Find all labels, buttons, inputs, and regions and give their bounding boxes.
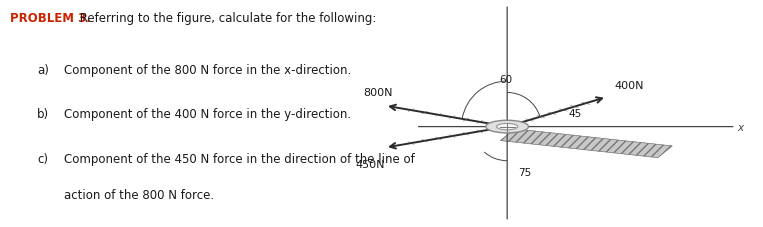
Text: x: x: [737, 122, 743, 132]
Text: 60: 60: [500, 75, 513, 85]
Text: c): c): [37, 152, 48, 165]
Text: a): a): [37, 64, 49, 77]
Circle shape: [486, 121, 529, 133]
Text: Component of the 450 N force in the direction of the line of: Component of the 450 N force in the dire…: [64, 152, 414, 165]
Text: 75: 75: [519, 167, 532, 177]
Text: Component of the 400 N force in the y-direction.: Component of the 400 N force in the y-di…: [64, 108, 351, 121]
Text: 450N: 450N: [355, 159, 385, 169]
Text: 45: 45: [568, 109, 581, 118]
Text: 400N: 400N: [614, 81, 644, 91]
Polygon shape: [501, 129, 672, 158]
Text: Referring to the figure, calculate for the following:: Referring to the figure, calculate for t…: [76, 12, 376, 25]
Text: Component of the 800 N force in the x-direction.: Component of the 800 N force in the x-di…: [64, 64, 351, 77]
Text: b): b): [37, 108, 50, 121]
Circle shape: [497, 124, 518, 130]
Text: 800N: 800N: [362, 87, 392, 97]
Text: action of the 800 N force.: action of the 800 N force.: [64, 188, 214, 201]
Text: PROBLEM 3.: PROBLEM 3.: [10, 12, 91, 25]
